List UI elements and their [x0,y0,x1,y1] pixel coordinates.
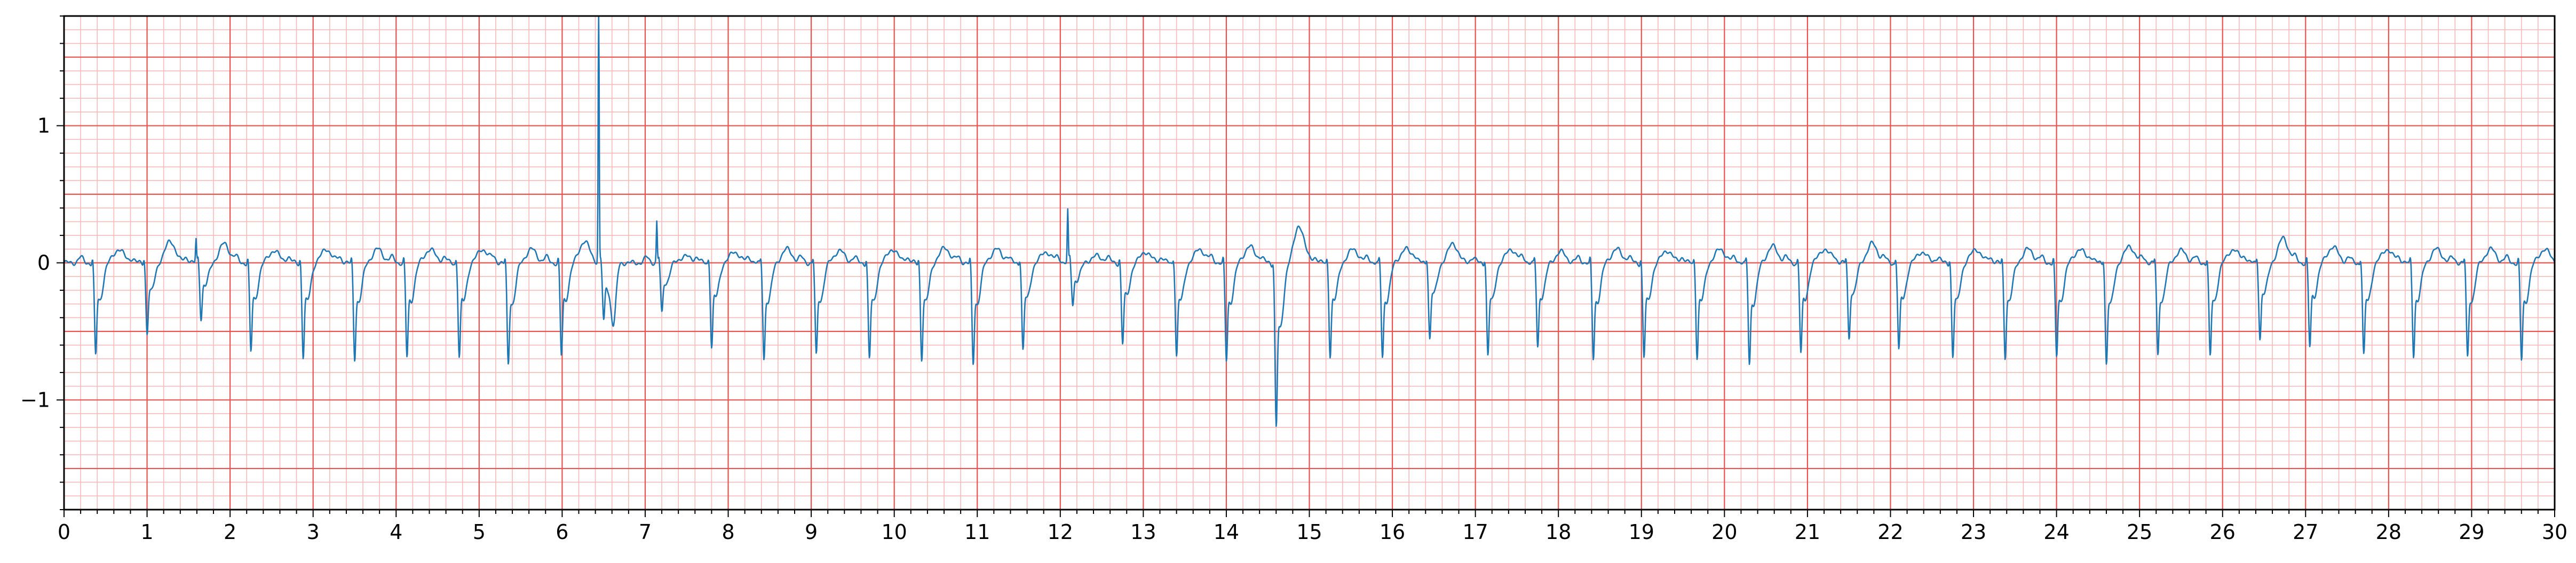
y-tick-label: −1 [20,388,50,411]
x-tick-label: 15 [1296,520,1322,544]
x-tick-label: 29 [2459,520,2484,544]
x-tick-label: 27 [2293,520,2318,544]
x-tick-label: 23 [1961,520,1986,544]
x-tick-label: 22 [1877,520,1903,544]
x-tick-label: 21 [1795,520,1820,544]
x-tick-label: 4 [390,520,402,544]
y-tick-label: 1 [37,114,50,138]
major-grid [63,16,2556,510]
x-tick-label: 24 [2043,520,2069,544]
x-tick-label: 11 [964,520,990,544]
x-tick-label: 20 [1711,520,1737,544]
x-tick-label: 16 [1380,520,1405,544]
x-tick-label: 1 [140,520,153,544]
x-tick-label: 7 [639,520,652,544]
x-tick-label: 25 [2127,520,2152,544]
y-tick-label: 0 [37,251,50,275]
x-tick-label: 5 [473,520,486,544]
x-tick-label: 8 [722,520,734,544]
x-tick-label: 18 [1545,520,1571,544]
ecg-trace-line [63,15,2556,427]
y-axis: −1 0 1 [20,15,64,510]
plot-area [63,15,2556,427]
x-tick-label: 10 [881,520,907,544]
x-tick-label: 3 [307,520,320,544]
x-tick-label: 28 [2376,520,2401,544]
x-tick-label: 19 [1629,520,1654,544]
x-tick-label: 13 [1130,520,1156,544]
x-tick-label: 26 [2210,520,2236,544]
x-tick-label: 6 [556,520,568,544]
x-tick-label: 0 [58,520,70,544]
x-tick-label: 12 [1048,520,1073,544]
x-axis: 0 1 2 3 4 5 6 7 8 9 10 11 12 13 14 15 16 17 18 19 20 21 22 23 24… [58,510,2567,544]
x-tick-label: 2 [224,520,236,544]
x-tick-label: 14 [1214,520,1239,544]
x-tick-label: 30 [2542,520,2567,544]
x-tick-label: 9 [805,520,818,544]
x-tick-label: 17 [1462,520,1488,544]
